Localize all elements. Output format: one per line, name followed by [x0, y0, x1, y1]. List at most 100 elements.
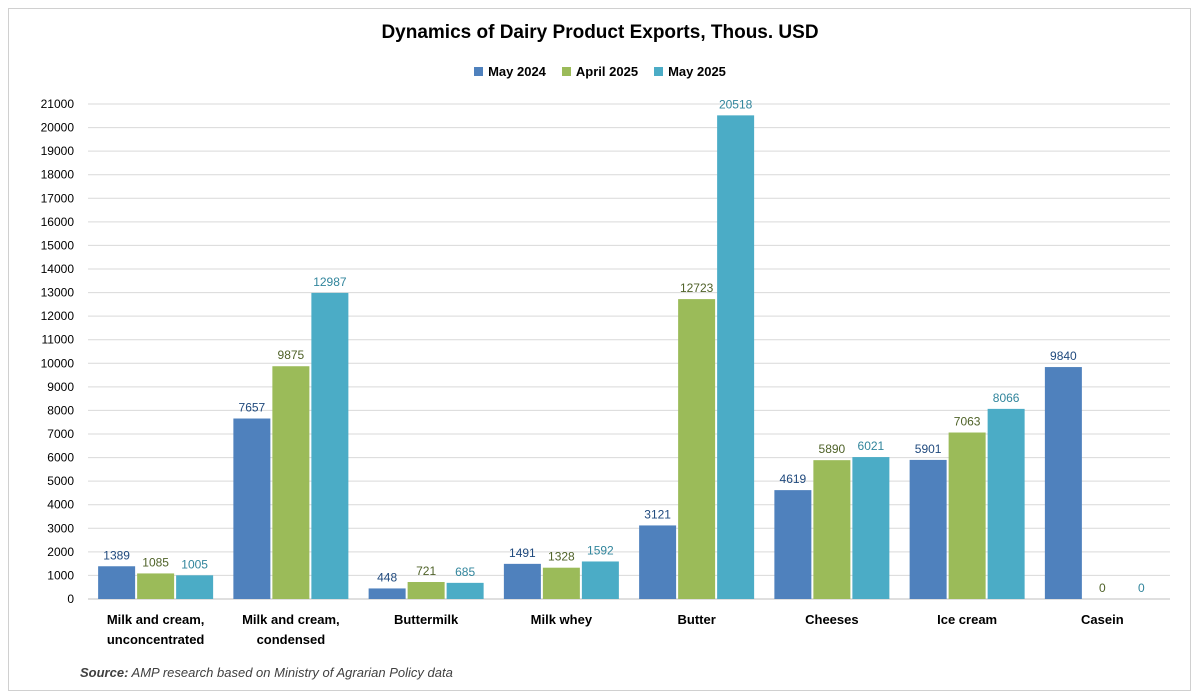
data-label: 12987 — [313, 275, 347, 289]
y-tick-label: 6000 — [47, 451, 74, 465]
x-tick-label-line: Milk and cream, — [107, 612, 205, 627]
y-tick-label: 8000 — [47, 403, 74, 417]
x-tick-label-line: Milk whey — [531, 612, 593, 627]
y-tick-label: 11000 — [42, 333, 75, 347]
bar-2 — [311, 292, 349, 599]
bar-0 — [639, 525, 677, 599]
y-tick-label: 7000 — [47, 427, 74, 441]
legend-label-series-2: May 2025 — [668, 64, 726, 79]
y-tick-label: 20000 — [41, 121, 75, 135]
data-label: 8066 — [993, 391, 1020, 405]
x-tick-label: Milk and cream, unconcentrated — [107, 612, 205, 647]
y-tick-label: 4000 — [47, 498, 74, 512]
x-tick-label: Cheeses — [805, 612, 858, 627]
x-tick-label-line: Milk and cream, — [242, 612, 340, 627]
x-tick-label-line: condensed — [257, 632, 326, 647]
bar-1 — [407, 582, 445, 599]
bar-2 — [446, 582, 484, 599]
y-tick-label: 21000 — [41, 97, 75, 111]
source-note: Source: AMP research based on Ministry o… — [80, 665, 453, 680]
data-label: 1592 — [587, 543, 614, 557]
y-tick-label: 18000 — [41, 168, 75, 182]
bar-1 — [542, 567, 580, 599]
legend-swatch-series-2 — [654, 67, 664, 76]
data-label: 7657 — [239, 401, 266, 415]
data-label: 1328 — [548, 550, 575, 564]
y-tick-label: 2000 — [47, 545, 74, 559]
x-tick-label-line: Butter — [677, 612, 715, 627]
legend-swatch-series-1 — [561, 67, 571, 76]
data-label: 685 — [455, 565, 475, 579]
data-label: 448 — [377, 570, 397, 584]
x-tick-label: Milk whey — [531, 612, 593, 627]
x-tick-label-line: Cheeses — [805, 612, 858, 627]
bar-2 — [717, 115, 755, 600]
x-tick-label: Milk and cream, condensed — [242, 612, 340, 647]
legend-item-series-2: May 2025 — [654, 64, 726, 79]
chart-legend: May 2024 April 2025 May 2025 — [0, 64, 1200, 79]
data-label: 1085 — [142, 555, 169, 569]
data-label: 1005 — [181, 557, 208, 571]
bar-1 — [137, 573, 175, 599]
legend-item-series-0: May 2024 — [474, 64, 546, 79]
bar-1 — [948, 432, 986, 599]
y-tick-label: 5000 — [47, 474, 74, 488]
y-tick-label: 12000 — [41, 309, 75, 323]
y-tick-label: 1000 — [47, 568, 74, 582]
x-tick-label: Butter — [677, 612, 715, 627]
y-tick-label: 0 — [67, 592, 74, 606]
bar-1 — [272, 366, 310, 599]
y-tick-label: 17000 — [41, 191, 75, 205]
x-tick-label: Buttermilk — [394, 612, 459, 627]
bar-0 — [98, 566, 136, 599]
bar-0 — [503, 563, 541, 599]
legend-label-series-0: May 2024 — [488, 64, 546, 79]
x-tick-label-line: Ice cream — [937, 612, 997, 627]
data-label: 5890 — [819, 442, 846, 456]
y-tick-label: 13000 — [41, 286, 75, 300]
bar-1 — [678, 299, 716, 599]
bar-0 — [368, 588, 406, 599]
data-label: 12723 — [680, 281, 714, 295]
x-tick-label: Casein — [1081, 612, 1124, 627]
source-label: Source: — [80, 665, 129, 680]
x-tick-label-line: Casein — [1081, 612, 1124, 627]
data-label: 5901 — [915, 442, 942, 456]
x-tick-label-line: Buttermilk — [394, 612, 459, 627]
bar-0 — [909, 459, 947, 599]
data-label: 7063 — [954, 415, 981, 429]
y-tick-label: 10000 — [41, 356, 75, 370]
y-tick-label: 16000 — [41, 215, 75, 229]
data-label: 3121 — [644, 507, 671, 521]
legend-label-series-1: April 2025 — [575, 64, 639, 79]
bar-2 — [852, 457, 890, 599]
bar-0 — [1044, 367, 1082, 599]
data-label: 6021 — [858, 439, 885, 453]
data-label: 1491 — [509, 546, 536, 560]
data-label: 0 — [1099, 581, 1106, 595]
data-label: 20518 — [719, 97, 753, 111]
bar-0 — [233, 418, 271, 599]
data-label: 9840 — [1050, 349, 1077, 363]
bar-2 — [176, 575, 214, 599]
bar-2 — [987, 408, 1025, 599]
bar-2 — [581, 561, 619, 599]
y-tick-label: 9000 — [47, 380, 74, 394]
data-label: 4619 — [780, 472, 807, 486]
legend-item-series-1: April 2025 — [561, 64, 639, 79]
y-tick-label: 19000 — [41, 144, 75, 158]
x-tick-label-line: unconcentrated — [107, 632, 205, 647]
y-tick-label: 14000 — [41, 262, 75, 276]
source-text: AMP research based on Ministry of Agrari… — [128, 665, 453, 680]
y-tick-label: 3000 — [47, 521, 74, 535]
data-label: 1389 — [103, 548, 130, 562]
x-tick-label: Ice cream — [937, 612, 997, 627]
bar-0 — [774, 490, 812, 599]
bar-1 — [813, 460, 851, 599]
legend-swatch-series-0 — [474, 67, 484, 76]
data-label: 0 — [1138, 581, 1145, 595]
chart-title: Dynamics of Dairy Product Exports, Thous… — [381, 22, 819, 43]
data-label: 9875 — [278, 348, 305, 362]
data-label: 721 — [416, 564, 436, 578]
